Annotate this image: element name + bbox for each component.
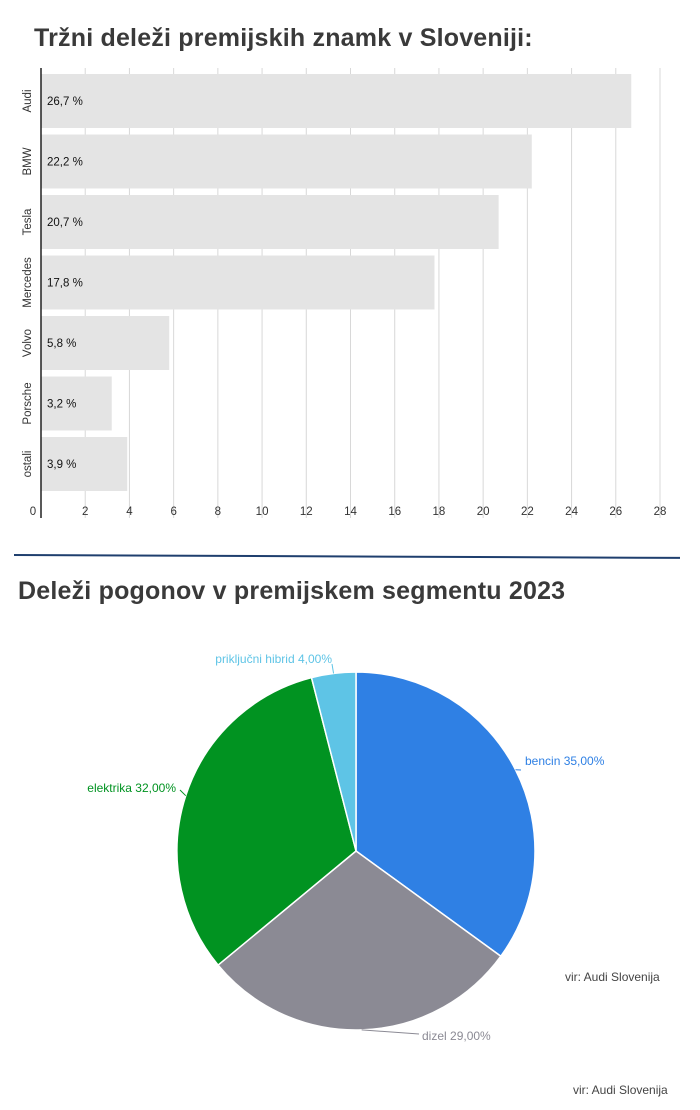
pie-slice-dizel [217, 850, 502, 1031]
bar [41, 316, 170, 370]
x-tick-label: 10 [256, 506, 269, 518]
x-tick-label: 2 [82, 506, 88, 518]
x-tick-label: 4 [126, 506, 133, 518]
x-tick-label: 22 [521, 506, 534, 518]
bar [41, 195, 499, 249]
page-source-note: vir: Audi Slovenija [573, 1083, 668, 1097]
x-tick-label: 26 [609, 506, 622, 518]
pie-label-bencin: bencin 35,00% [525, 754, 605, 768]
x-tick-label: 6 [170, 506, 176, 518]
bar-value-label: 3,9 % [47, 459, 76, 471]
pie-leader-line [361, 1029, 420, 1035]
x-tick-label: 28 [654, 506, 667, 518]
x-tick-label: 18 [433, 506, 446, 518]
bar-chart-title: Tržni deleži premijskih znamk v Slovenij… [34, 24, 533, 52]
x-tick-label: 0 [30, 506, 36, 518]
bar-value-label: 3,2 % [47, 399, 76, 411]
x-tick-label: 24 [565, 506, 578, 518]
bar-category-label: Mercedes [22, 257, 34, 308]
bar-value-label: 26,7 % [47, 96, 83, 108]
x-tick-label: 12 [300, 506, 313, 518]
bar-category-label: Porsche [22, 382, 34, 424]
bar [41, 255, 435, 310]
x-tick-label: 16 [388, 506, 401, 518]
pie-chart: bencin 35,00% dizel 29,00% elektrika 32,00… [87, 652, 605, 1043]
bar [41, 376, 112, 431]
pie-chart-title: Deleži pogonov v premijskem segmentu 202… [18, 577, 566, 605]
x-tick-label: 8 [215, 506, 221, 518]
bar-category-label: Audi [22, 89, 34, 112]
bar-category-label: BMW [22, 147, 34, 175]
pie-leader-line [331, 663, 335, 674]
x-tick-label: 14 [344, 506, 357, 518]
bar-category-label: ostali [22, 451, 34, 478]
bar-chart: 26,7 % Audi 22,2 % BMW 20,7 % Tesla 17,8 % Merc… [22, 68, 667, 518]
pie-label-priklj: priključni hibrid 4,00% [215, 652, 332, 666]
bar [41, 437, 128, 491]
bar-value-label: 5,8 % [47, 338, 76, 350]
pie-slice-priklj [310, 671, 357, 852]
section-divider [13, 554, 680, 559]
bar [41, 134, 532, 189]
bar-category-label: Volvo [22, 329, 34, 357]
pie-leader-line [179, 789, 187, 797]
bar-category-label: Tesla [22, 208, 34, 235]
bar-value-label: 22,2 % [47, 157, 83, 169]
x-tick-label: 20 [477, 506, 490, 518]
pie-source-note: vir: Audi Slovenija [565, 970, 660, 984]
bar-value-label: 17,8 % [47, 278, 83, 290]
bar [41, 74, 632, 128]
pie-label-elektrika: elektrika 32,00% [87, 781, 176, 795]
pie-slice-elektrika [176, 676, 357, 967]
pie-label-dizel: dizel 29,00% [422, 1029, 491, 1043]
bar-value-label: 20,7 % [47, 217, 83, 229]
